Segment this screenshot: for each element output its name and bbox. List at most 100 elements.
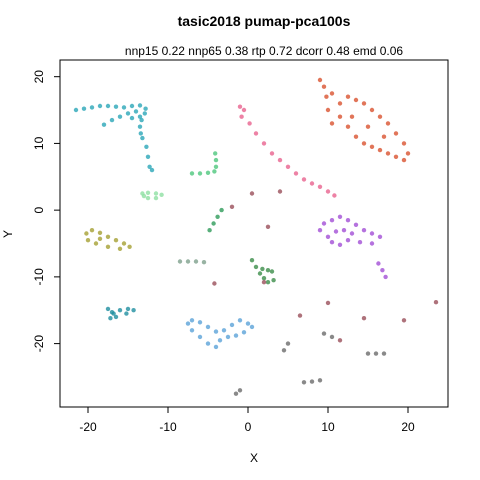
data-point (285, 164, 291, 169)
data-point (89, 228, 95, 233)
data-point (369, 231, 375, 236)
data-point (113, 314, 119, 320)
data-point (139, 117, 144, 123)
data-point (189, 318, 195, 323)
data-point (433, 300, 439, 305)
data-point (97, 103, 103, 109)
data-point (265, 224, 271, 229)
plot-frame (59, 59, 449, 408)
data-point (189, 171, 195, 176)
data-point (237, 318, 243, 323)
x-tick-label: -20 (79, 420, 97, 434)
data-point (145, 195, 151, 201)
data-point (137, 114, 143, 119)
data-point (309, 181, 315, 186)
data-point (125, 306, 131, 312)
data-point (121, 105, 127, 110)
data-point (129, 103, 135, 109)
data-point (301, 380, 307, 385)
data-point (325, 189, 331, 194)
data-point (365, 351, 371, 356)
data-point (357, 240, 363, 245)
cluster-orange-red-region (317, 77, 411, 163)
data-point (213, 164, 219, 169)
data-point (401, 157, 407, 163)
data-point (153, 195, 159, 201)
data-point (229, 322, 235, 328)
data-point (269, 151, 275, 156)
data-point (105, 103, 111, 109)
x-tick-label: -10 (159, 420, 177, 434)
data-point (261, 276, 267, 281)
cluster-dark-green-cluster (249, 258, 276, 285)
data-point (381, 351, 387, 356)
data-point (105, 306, 111, 312)
data-point (201, 260, 207, 265)
data-point (337, 114, 343, 119)
cluster-cyan-wing (73, 103, 155, 173)
cluster-green-segment (207, 207, 224, 233)
data-point (211, 221, 216, 226)
data-point (213, 344, 219, 350)
data-point (321, 331, 327, 336)
data-point (281, 348, 287, 353)
data-point (97, 230, 103, 235)
data-point (373, 351, 379, 356)
data-point (329, 91, 335, 96)
data-point (365, 124, 371, 129)
data-point (260, 266, 265, 272)
data-point (376, 261, 381, 266)
data-point (113, 238, 119, 243)
y-tick-label: 10 (32, 136, 46, 150)
data-point (185, 321, 191, 326)
data-point (353, 97, 359, 103)
data-point (353, 222, 359, 227)
data-point (277, 157, 283, 163)
data-point (225, 334, 231, 340)
data-point (113, 104, 119, 109)
data-point (377, 234, 383, 239)
data-point (293, 171, 299, 176)
data-point (89, 105, 95, 110)
data-point (159, 192, 164, 197)
data-point (217, 338, 223, 343)
cluster-light-green-blob (140, 190, 164, 201)
cluster-pink-magenta-streak (237, 104, 337, 198)
data-point (317, 184, 323, 189)
data-point (237, 104, 243, 109)
data-point (349, 114, 355, 119)
data-point (337, 338, 343, 343)
data-point (124, 311, 129, 316)
data-point (109, 310, 115, 315)
data-point (309, 379, 315, 384)
data-point (329, 334, 335, 340)
data-point (213, 151, 218, 156)
data-point (324, 94, 329, 99)
data-point (241, 107, 247, 113)
data-point (193, 259, 199, 264)
data-point (361, 141, 367, 146)
data-point (361, 101, 367, 106)
data-point (297, 313, 303, 318)
data-point (221, 328, 227, 333)
data-point (147, 164, 152, 169)
cluster-olive-blob (84, 228, 132, 251)
data-point (401, 141, 407, 146)
y-tick-label: 20 (32, 70, 46, 84)
data-point (233, 391, 239, 396)
data-point (393, 131, 399, 136)
data-point (108, 316, 113, 321)
data-point (249, 324, 255, 330)
data-point (205, 324, 211, 330)
data-point (125, 111, 131, 116)
data-point (117, 114, 123, 119)
data-point (345, 124, 351, 129)
data-point (127, 244, 132, 249)
data-point (229, 204, 235, 209)
data-point (212, 169, 217, 174)
y-tick-label: -10 (32, 268, 46, 286)
data-point (215, 214, 220, 219)
data-point (405, 151, 411, 156)
data-point (105, 234, 111, 239)
data-point (145, 154, 151, 159)
